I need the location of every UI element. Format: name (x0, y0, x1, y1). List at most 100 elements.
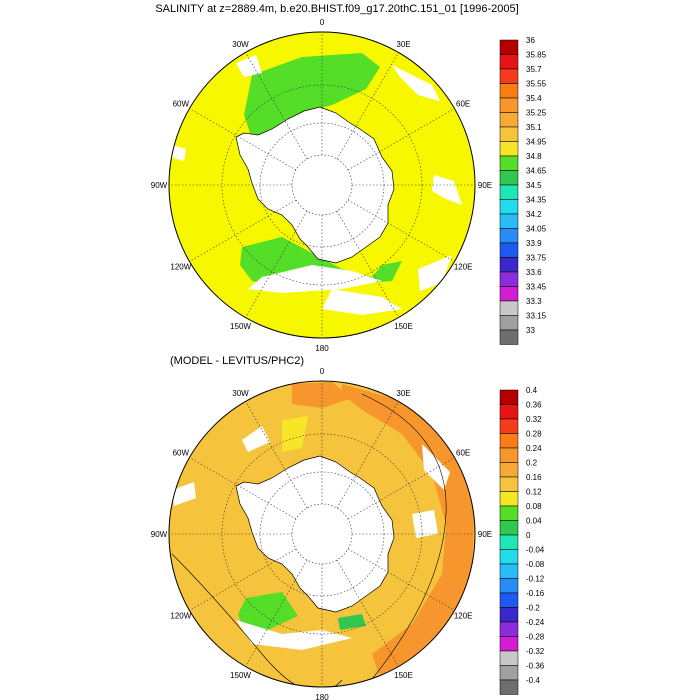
colorbar-swatch (499, 184, 519, 200)
no-data-patch (392, 65, 440, 101)
longitude-label: 90W (151, 530, 168, 539)
colorbar-tick-label: -0.04 (526, 546, 545, 555)
colorbar-swatch (499, 650, 519, 666)
colorbar-tick-label: 33.9 (526, 239, 542, 248)
longitude-label: 0 (320, 18, 325, 27)
no-data-patch (170, 145, 186, 161)
meridian (347, 457, 455, 520)
longitude-label: 60W (173, 100, 190, 109)
colorbar-swatch (499, 578, 519, 594)
panel-2-map: 0 30E 60E 90E 120E 150E 180 150W 120W 90W 60W 30W (151, 367, 492, 700)
colorbar-swatch (499, 447, 519, 463)
colorbar-swatch (499, 97, 519, 113)
colorbar-swatch (499, 534, 519, 550)
colorbar-tick-label: 35.55 (526, 80, 547, 89)
colorbar-swatch (499, 199, 519, 215)
contour-line (361, 393, 447, 685)
colorbar-swatch (499, 418, 519, 434)
colorbar-tick-label: 0.4 (526, 386, 538, 395)
colorbar-swatch (499, 155, 519, 171)
colorbar-tick-label: 0.24 (526, 444, 542, 453)
colorbar-swatch (499, 563, 519, 579)
colorbar-tick-label: 33.75 (526, 254, 547, 263)
meridian (336, 210, 399, 318)
colorbar-swatch (499, 549, 519, 565)
no-data-patch (248, 265, 382, 293)
meridian (189, 199, 297, 262)
panel-2-title: (MODEL - LEVITUS/PHC2) (170, 355, 304, 367)
longitude-label: 120W (170, 612, 191, 621)
longitude-label: 30E (396, 40, 410, 49)
meridian (189, 548, 297, 611)
panel-1-map: 0 30E 60E 90E 120E 150E 180 150W 120W 90W 60W 30W (151, 18, 492, 353)
colorbar-swatch (499, 315, 519, 331)
longitude-label: 60W (173, 449, 190, 458)
colorbar-tick-label: 34.2 (526, 210, 542, 219)
meridian (347, 108, 455, 171)
colorbar-tick-label: 35.1 (526, 123, 542, 132)
no-data-patch (236, 55, 262, 77)
longitude-label: 90E (478, 530, 492, 539)
colorbar-swatch (499, 389, 519, 405)
colorbar-swatch (499, 636, 519, 652)
no-data-patch (172, 482, 196, 506)
colorbar-tick-label: 0.12 (526, 488, 542, 497)
colorbar-swatch (499, 286, 519, 302)
colorbar-swatch (499, 462, 519, 478)
map-field (169, 32, 475, 338)
colorbar-tick-label: 0.36 (526, 401, 542, 410)
meridian (189, 108, 297, 171)
longitude-label: 60E (456, 100, 470, 109)
longitude-label: 150W (230, 322, 251, 331)
orange-region-east (342, 384, 474, 684)
colorbar-tick-label: 34.95 (526, 138, 547, 147)
colorbar-tick-label: 0.16 (526, 473, 542, 482)
colorbar-tick-label: 34.65 (526, 167, 547, 176)
green-region-weddell (244, 53, 380, 139)
colorbar-tick-label: 34.5 (526, 181, 542, 190)
colorbar-swatch (499, 257, 519, 273)
colorbar-tick-label: 33 (526, 326, 535, 335)
longitude-label: 30W (232, 389, 249, 398)
colorbar-tick-label: 35.4 (526, 94, 542, 103)
colorbar-tick-label: 0.2 (526, 459, 538, 468)
map-field (169, 381, 475, 687)
colorbar-swatch (499, 607, 519, 623)
colorbar-swatch (499, 300, 519, 316)
colorbar-swatch (499, 491, 519, 507)
colorbar-swatch (499, 329, 519, 345)
colorbar-tick-label: -0.4 (526, 676, 540, 685)
meridian (336, 559, 399, 667)
no-data-patch (412, 510, 438, 538)
longitude-label: 90W (151, 181, 168, 190)
contour-line (171, 553, 343, 687)
colorbar-swatch (499, 39, 519, 55)
longitude-label: 180 (315, 693, 329, 700)
colorbar-swatch (499, 433, 519, 449)
longitude-label: 120E (454, 263, 473, 272)
colorbar-swatch (499, 242, 519, 258)
colorbar-tick-label: 33.15 (526, 312, 547, 321)
longitude-label: 0 (320, 367, 325, 376)
colorbar-tick-label: 33.45 (526, 283, 547, 292)
colorbar-tick-label: -0.2 (526, 604, 540, 613)
colorbar-tick-label: 35.25 (526, 109, 547, 118)
colorbar-tick-label: 35.85 (526, 51, 547, 60)
longitude-label: 120W (170, 263, 191, 272)
no-data-patch (242, 426, 270, 452)
longitude-label: 60E (456, 449, 470, 458)
colorbar-swatch (499, 213, 519, 229)
colorbar-swatch (499, 54, 519, 70)
colorbar-tick-label: 35.7 (526, 65, 542, 74)
colorbar-tick-label: 34.8 (526, 152, 542, 161)
colorbar-tick-label: -0.08 (526, 560, 545, 569)
colorbar-tick-label: 0.08 (526, 502, 542, 511)
colorbar-tick-label: 34.05 (526, 225, 547, 234)
antarctica (235, 106, 395, 264)
colorbar-tick-label: 34.35 (526, 196, 547, 205)
meridian (347, 199, 455, 262)
colorbar-tick-label: -0.12 (526, 575, 545, 584)
longitude-label: 30W (232, 40, 249, 49)
longitude-label: 90E (478, 181, 492, 190)
meridian (245, 52, 308, 160)
